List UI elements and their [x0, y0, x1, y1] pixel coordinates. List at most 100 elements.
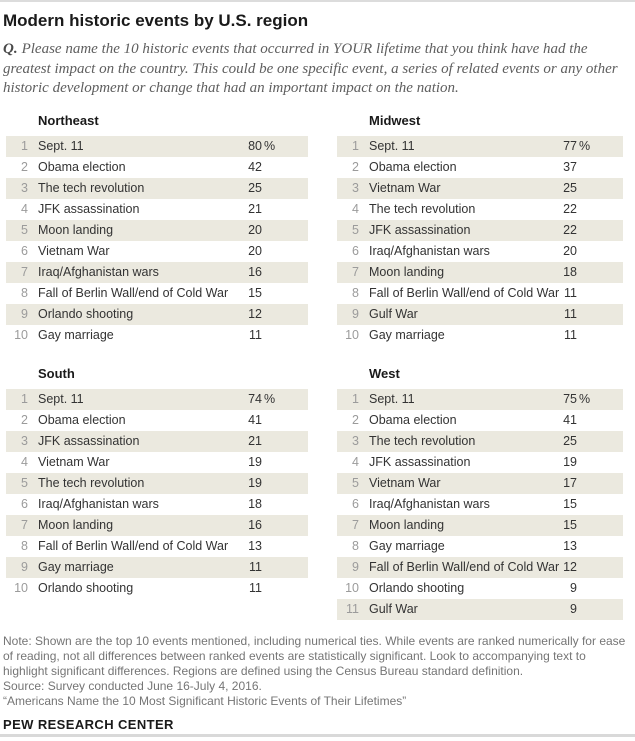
row-value-unit: %: [579, 139, 591, 153]
row-value: 15: [563, 497, 577, 511]
table-row: 9 Gay marriage 11: [6, 556, 308, 578]
report-title-text: “Americans Name the 10 Most Significant …: [3, 693, 407, 708]
row-value-unit: %: [264, 392, 276, 406]
row-rank: 5: [352, 476, 359, 490]
row-event-label: Vietnam War: [38, 244, 110, 258]
question-label: Q.: [3, 41, 18, 57]
row-value: 25: [563, 434, 577, 448]
row-value: 19: [248, 476, 262, 490]
row-value: 22: [563, 202, 577, 216]
table-row: 7 Moon landing 16: [6, 514, 308, 536]
row-rank: 7: [21, 518, 28, 532]
row-event-label: Gay marriage: [38, 560, 114, 574]
row-event-label: The tech revolution: [369, 434, 476, 448]
row-value: 11: [249, 328, 262, 342]
row-rank: 9: [21, 307, 28, 321]
row-rank: 4: [352, 202, 359, 216]
footer-notes: Note: Shown are the top 10 events mentio…: [3, 634, 627, 709]
table-rows-midwest: 1 Sept. 11 77% 2 Obama election 37 3 Vietnam Wa…: [337, 135, 623, 346]
row-value: 15: [248, 286, 262, 300]
row-event-label: Iraq/Afghanistan wars: [369, 497, 490, 511]
row-event-label: JFK assassination: [38, 434, 140, 448]
table-row: 1 Sept. 11 74%: [6, 388, 308, 410]
row-value: 9: [570, 602, 577, 616]
table-row: 4 The tech revolution 22: [337, 199, 623, 220]
table-row: 9 Gulf War 11: [337, 303, 623, 325]
row-rank: 8: [21, 539, 28, 553]
note-text: Note: Shown are the top 10 events mentio…: [3, 633, 626, 678]
row-event-label: Sept. 11: [369, 392, 415, 406]
row-event-label: Gulf War: [369, 307, 418, 321]
row-value: 11: [564, 286, 577, 300]
survey-question: Q. Please name the 10 historic events tha…: [3, 40, 631, 99]
row-value: 21: [248, 434, 262, 448]
table-row: 7 Moon landing 15: [337, 514, 623, 536]
row-rank: 6: [21, 244, 28, 258]
table-row: 4 Vietnam War 19: [6, 452, 308, 473]
row-event-label: Gay marriage: [369, 539, 445, 553]
row-value-unit: %: [579, 392, 591, 406]
row-event-label: Orlando shooting: [38, 581, 134, 595]
row-value: 20: [248, 223, 262, 237]
row-value: 11: [249, 560, 262, 574]
region-header-northeast: Northeast: [38, 112, 99, 128]
row-value: 19: [248, 455, 262, 469]
row-event-label: Sept. 11: [369, 139, 415, 153]
table-row: 8 Gay marriage 13: [337, 536, 623, 557]
table-row: 5 The tech revolution 19: [6, 472, 308, 494]
row-rank: 8: [352, 286, 359, 300]
row-rank: 7: [352, 518, 359, 532]
table-row: 6 Iraq/Afghanistan wars 18: [6, 494, 308, 515]
table-rows-south: 1 Sept. 11 74% 2 Obama election 41 3 JFK assass…: [6, 388, 308, 599]
table-south: South 1 Sept. 11 74% 2 Obama election 41 3 JFK …: [6, 366, 308, 599]
row-value: 18: [248, 497, 262, 511]
row-event-label: Obama election: [369, 413, 457, 427]
row-event-label: Vietnam War: [369, 181, 441, 195]
row-event-label: JFK assassination: [369, 223, 471, 237]
row-event-label: Iraq/Afghanistan wars: [38, 497, 159, 511]
table-northeast: Northeast 1 Sept. 11 80% 2 Obama election 42 3…: [6, 113, 308, 346]
table-row: 3 JFK assassination 21: [6, 430, 308, 452]
row-rank: 5: [21, 223, 28, 237]
row-value: 13: [248, 539, 262, 553]
row-value: 11: [564, 307, 577, 321]
table-row: 7 Moon landing 18: [337, 261, 623, 283]
row-rank: 4: [352, 455, 359, 469]
table-row: 8 Fall of Berlin Wall/end of Cold War 13: [6, 536, 308, 557]
row-event-label: The tech revolution: [369, 202, 476, 216]
row-event-label: Fall of Berlin Wall/end of Cold War: [38, 286, 229, 300]
row-value: 20: [248, 244, 262, 258]
row-rank: 6: [352, 244, 359, 258]
pew-research-center-wordmark: PEW RESEARCH CENTER: [3, 716, 174, 732]
row-rank: 2: [21, 160, 28, 174]
row-value: 41: [563, 413, 577, 427]
table-row: 9 Orlando shooting 12: [6, 303, 308, 325]
row-value: 15: [563, 518, 577, 532]
row-value: 18: [563, 265, 577, 279]
row-value: 75: [563, 392, 577, 406]
table-row: 6 Iraq/Afghanistan wars 20: [337, 241, 623, 262]
row-event-label: Gay marriage: [369, 328, 445, 342]
row-rank: 3: [21, 181, 28, 195]
row-value: 22: [563, 223, 577, 237]
row-rank: 2: [352, 160, 359, 174]
row-rank: 10: [345, 328, 359, 342]
row-rank: 6: [352, 497, 359, 511]
table-row: 10 Gay marriage 11: [6, 325, 308, 346]
source-text: Source: Survey conducted June 16-July 4,…: [3, 678, 262, 693]
table-row: 8 Fall of Berlin Wall/end of Cold War 11: [337, 283, 623, 304]
row-value: 11: [249, 581, 262, 595]
row-event-label: Vietnam War: [38, 455, 110, 469]
row-rank: 4: [21, 202, 28, 216]
table-row: 11 Gulf War 9: [337, 598, 623, 620]
row-rank: 3: [352, 181, 359, 195]
row-event-label: Sept. 11: [38, 139, 84, 153]
row-rank: 7: [352, 265, 359, 279]
row-value: 25: [248, 181, 262, 195]
row-rank: 5: [352, 223, 359, 237]
row-event-label: Vietnam War: [369, 476, 441, 490]
row-rank: 3: [21, 434, 28, 448]
table-row: 4 JFK assassination 21: [6, 199, 308, 220]
table-row: 2 Obama election 41: [337, 410, 623, 431]
row-event-label: Orlando shooting: [369, 581, 465, 595]
